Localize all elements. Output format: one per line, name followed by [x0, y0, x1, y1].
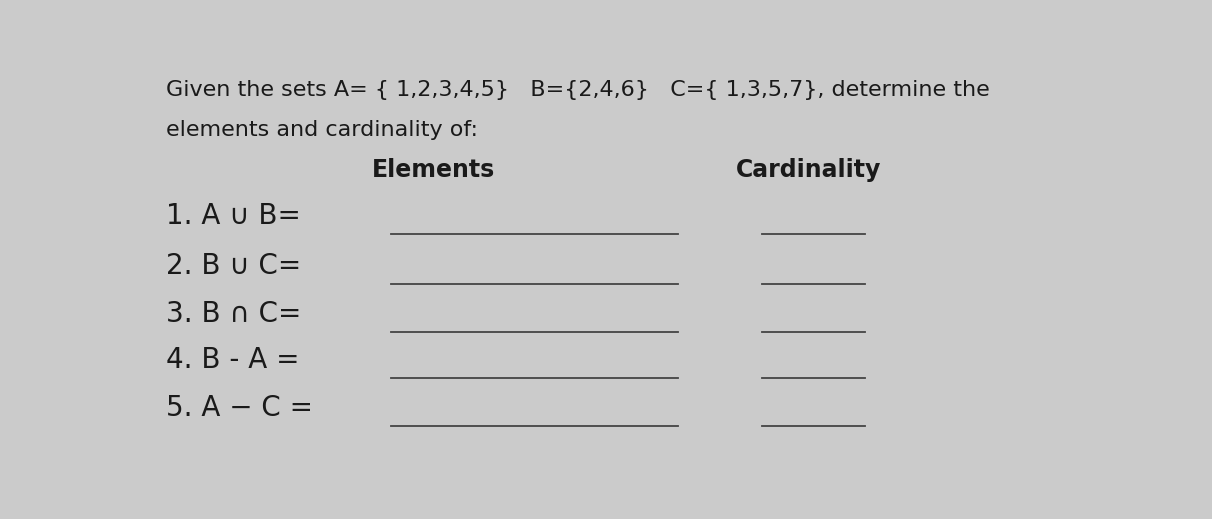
- Text: Elements: Elements: [372, 158, 494, 182]
- Text: 5. A − C =: 5. A − C =: [166, 394, 313, 422]
- Text: 2. B ∪ C=: 2. B ∪ C=: [166, 252, 301, 280]
- Text: Cardinality: Cardinality: [737, 158, 881, 182]
- Text: elements and cardinality of:: elements and cardinality of:: [166, 120, 478, 140]
- Text: 4. B - A =: 4. B - A =: [166, 346, 299, 374]
- Text: 3. B ∩ C=: 3. B ∩ C=: [166, 300, 301, 328]
- Text: Given the sets A= { 1,2,3,4,5}   B={2,4,6}   C={ 1,3,5,7}, determine the: Given the sets A= { 1,2,3,4,5} B={2,4,6}…: [166, 80, 989, 100]
- Text: 1. A ∪ B=: 1. A ∪ B=: [166, 202, 301, 230]
